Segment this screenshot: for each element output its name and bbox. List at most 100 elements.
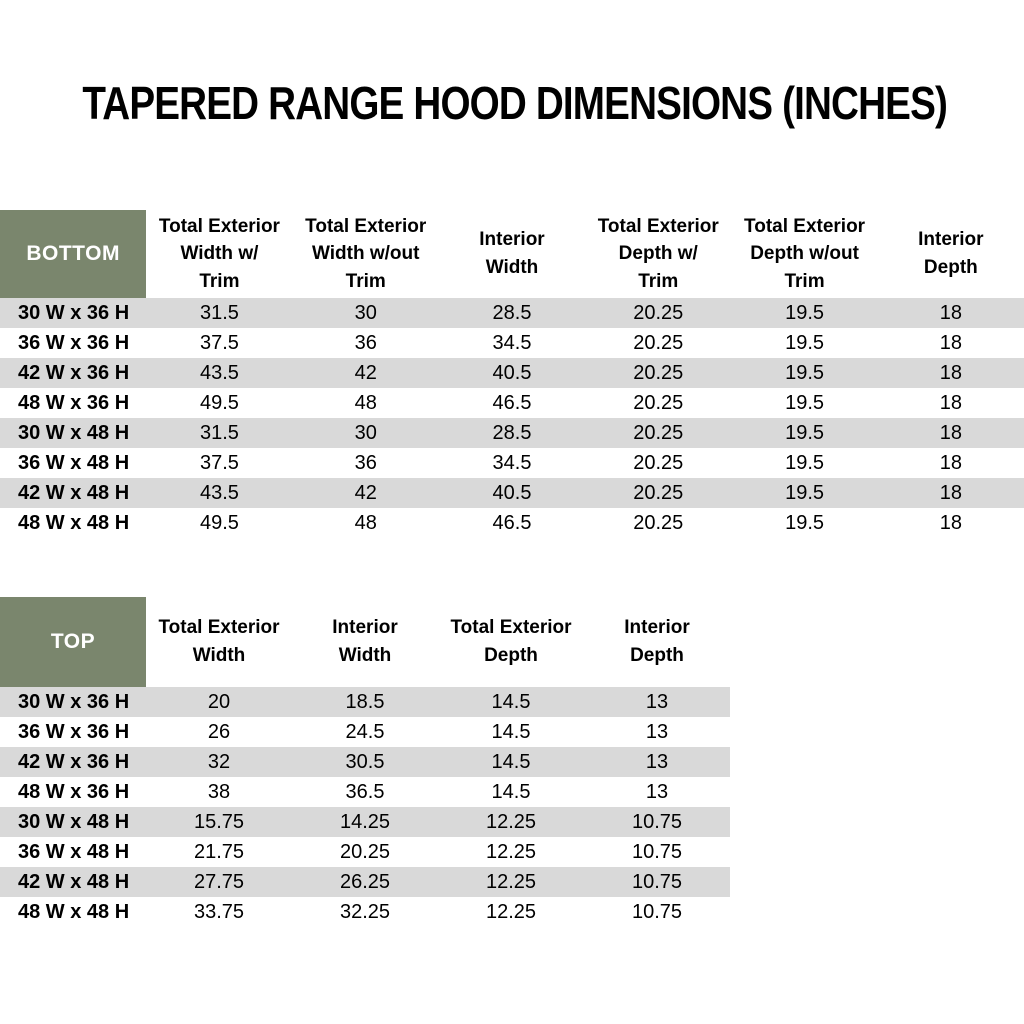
page-title: TAPERED RANGE HOOD DIMENSIONS (INCHES) [0, 76, 1024, 130]
table-row: 48 W x 48 H 49.5 48 46.5 20.25 19.5 18 [0, 508, 1024, 538]
dimension-value: 37.5 [199, 451, 239, 474]
row-label: 48 W x 36 H [18, 780, 130, 803]
column-header: Interior Depth [877, 210, 1024, 298]
dimension-value: 19.5 [785, 331, 825, 354]
page-title-text: TAPERED RANGE HOOD DIMENSIONS (INCHES) [82, 77, 948, 129]
dimension-value: 19.5 [785, 301, 825, 324]
dimension-value: 14.5 [491, 720, 531, 743]
row-label: 42 W x 36 H [18, 750, 130, 773]
column-header: Total Exterior Depth w/ Trim [585, 210, 732, 298]
dimension-value: 24.5 [345, 720, 385, 743]
dimension-value: 13 [645, 720, 669, 743]
dimension-value: 27.75 [193, 870, 245, 893]
dimension-value: 10.75 [631, 840, 683, 863]
dimension-value: 18 [939, 511, 962, 534]
dimension-value: 26.25 [339, 870, 391, 893]
bottom-dimensions-table: BOTTOM Total Exterior Width w/ Trim Total… [0, 210, 1024, 538]
table-row: 36 W x 48 H 21.75 20.25 12.25 10.75 [0, 837, 730, 867]
dimension-value: 12.25 [485, 810, 537, 833]
dimension-value: 20.25 [633, 481, 684, 504]
column-header: Total Exterior Depth w/out Trim [731, 210, 878, 298]
row-label: 48 W x 36 H [18, 391, 130, 414]
column-header: Interior Width [292, 597, 438, 687]
dimension-value: 31.5 [199, 301, 239, 324]
row-label: 48 W x 48 H [18, 511, 130, 534]
dimension-value: 10.75 [631, 870, 683, 893]
dimension-value: 38 [207, 780, 231, 803]
dimension-value: 30 [354, 301, 377, 324]
row-label: 36 W x 48 H [18, 451, 130, 474]
dimension-value: 42 [354, 481, 377, 504]
dimension-value: 36.5 [345, 780, 385, 803]
dimension-value: 49.5 [199, 511, 239, 534]
dimension-value: 20.25 [633, 361, 684, 384]
dimension-value: 32 [207, 750, 231, 773]
table-row: 48 W x 36 H 49.5 48 46.5 20.25 19.5 18 [0, 388, 1024, 418]
table-section-label-bottom: BOTTOM [0, 210, 147, 298]
row-label: 48 W x 48 H [18, 900, 130, 923]
dimension-value: 18 [939, 421, 962, 444]
dimension-value: 20.25 [633, 511, 684, 534]
dimension-value: 15.75 [193, 810, 245, 833]
dimension-value: 28.5 [492, 421, 532, 444]
dimension-value: 18 [939, 361, 962, 384]
row-label: 36 W x 36 H [18, 331, 130, 354]
dimension-value: 34.5 [492, 451, 532, 474]
dimension-value: 48 [354, 391, 377, 414]
column-header: Interior Depth [584, 597, 730, 687]
row-label: 42 W x 48 H [18, 870, 130, 893]
dimension-value: 19.5 [785, 451, 825, 474]
dimension-value: 20.25 [633, 331, 684, 354]
row-label: 30 W x 36 H [18, 690, 130, 713]
table-row: 36 W x 36 H 26 24.5 14.5 13 [0, 717, 730, 747]
column-header: Total Exterior Width w/out Trim [292, 210, 439, 298]
dimension-value: 40.5 [492, 481, 532, 504]
dimension-value: 14.25 [339, 810, 391, 833]
dimension-value: 19.5 [785, 511, 825, 534]
table-section-label-top: TOP [0, 597, 146, 687]
row-label: 30 W x 48 H [18, 421, 130, 444]
column-header: Total Exterior Width w/ Trim [146, 210, 293, 298]
table-row: 30 W x 48 H 31.5 30 28.5 20.25 19.5 18 [0, 418, 1024, 448]
table-row: 36 W x 48 H 37.5 36 34.5 20.25 19.5 18 [0, 448, 1024, 478]
dimension-value: 13 [645, 780, 669, 803]
table-row: 30 W x 36 H 31.5 30 28.5 20.25 19.5 18 [0, 298, 1024, 328]
row-label: 42 W x 48 H [18, 481, 130, 504]
dimension-value: 20.25 [339, 840, 391, 863]
dimension-value: 30 [354, 421, 377, 444]
top-dimensions-table: TOP Total Exterior Width Interior Width To… [0, 597, 730, 927]
column-header: Total Exterior Width [146, 597, 292, 687]
dimension-value: 19.5 [785, 481, 825, 504]
dimension-value: 14.5 [491, 750, 531, 773]
row-label: 36 W x 48 H [18, 840, 130, 863]
dimension-value: 20.25 [633, 421, 684, 444]
dimension-value: 43.5 [199, 361, 239, 384]
dimension-value: 30.5 [345, 750, 385, 773]
header-row: BOTTOM Total Exterior Width w/ Trim Total… [0, 210, 1024, 298]
dimension-value: 19.5 [785, 391, 825, 414]
dimension-value: 31.5 [199, 421, 239, 444]
dimension-value: 12.25 [485, 900, 537, 923]
dimension-value: 20.25 [633, 451, 684, 474]
dimension-value: 20.25 [633, 301, 684, 324]
table-row: 30 W x 48 H 15.75 14.25 12.25 10.75 [0, 807, 730, 837]
dimension-value: 46.5 [492, 511, 532, 534]
table-row: 42 W x 36 H 32 30.5 14.5 13 [0, 747, 730, 777]
dimension-value: 13 [645, 690, 669, 713]
table-row: 42 W x 36 H 43.5 42 40.5 20.25 19.5 18 [0, 358, 1024, 388]
dimension-value: 19.5 [785, 421, 825, 444]
dimension-value: 14.5 [491, 690, 531, 713]
dimension-value: 26 [207, 720, 231, 743]
column-header: Interior Width [438, 210, 586, 298]
dimension-value: 43.5 [199, 481, 239, 504]
dimension-value: 14.5 [491, 780, 531, 803]
dimension-value: 18 [939, 481, 962, 504]
dimension-value: 36 [354, 451, 377, 474]
dimension-value: 21.75 [193, 840, 245, 863]
dimension-value: 28.5 [492, 301, 532, 324]
dimension-value: 18.5 [345, 690, 385, 713]
dimension-value: 37.5 [199, 331, 239, 354]
header-row: TOP Total Exterior Width Interior Width To… [0, 597, 730, 687]
dimension-value: 20.25 [633, 391, 684, 414]
